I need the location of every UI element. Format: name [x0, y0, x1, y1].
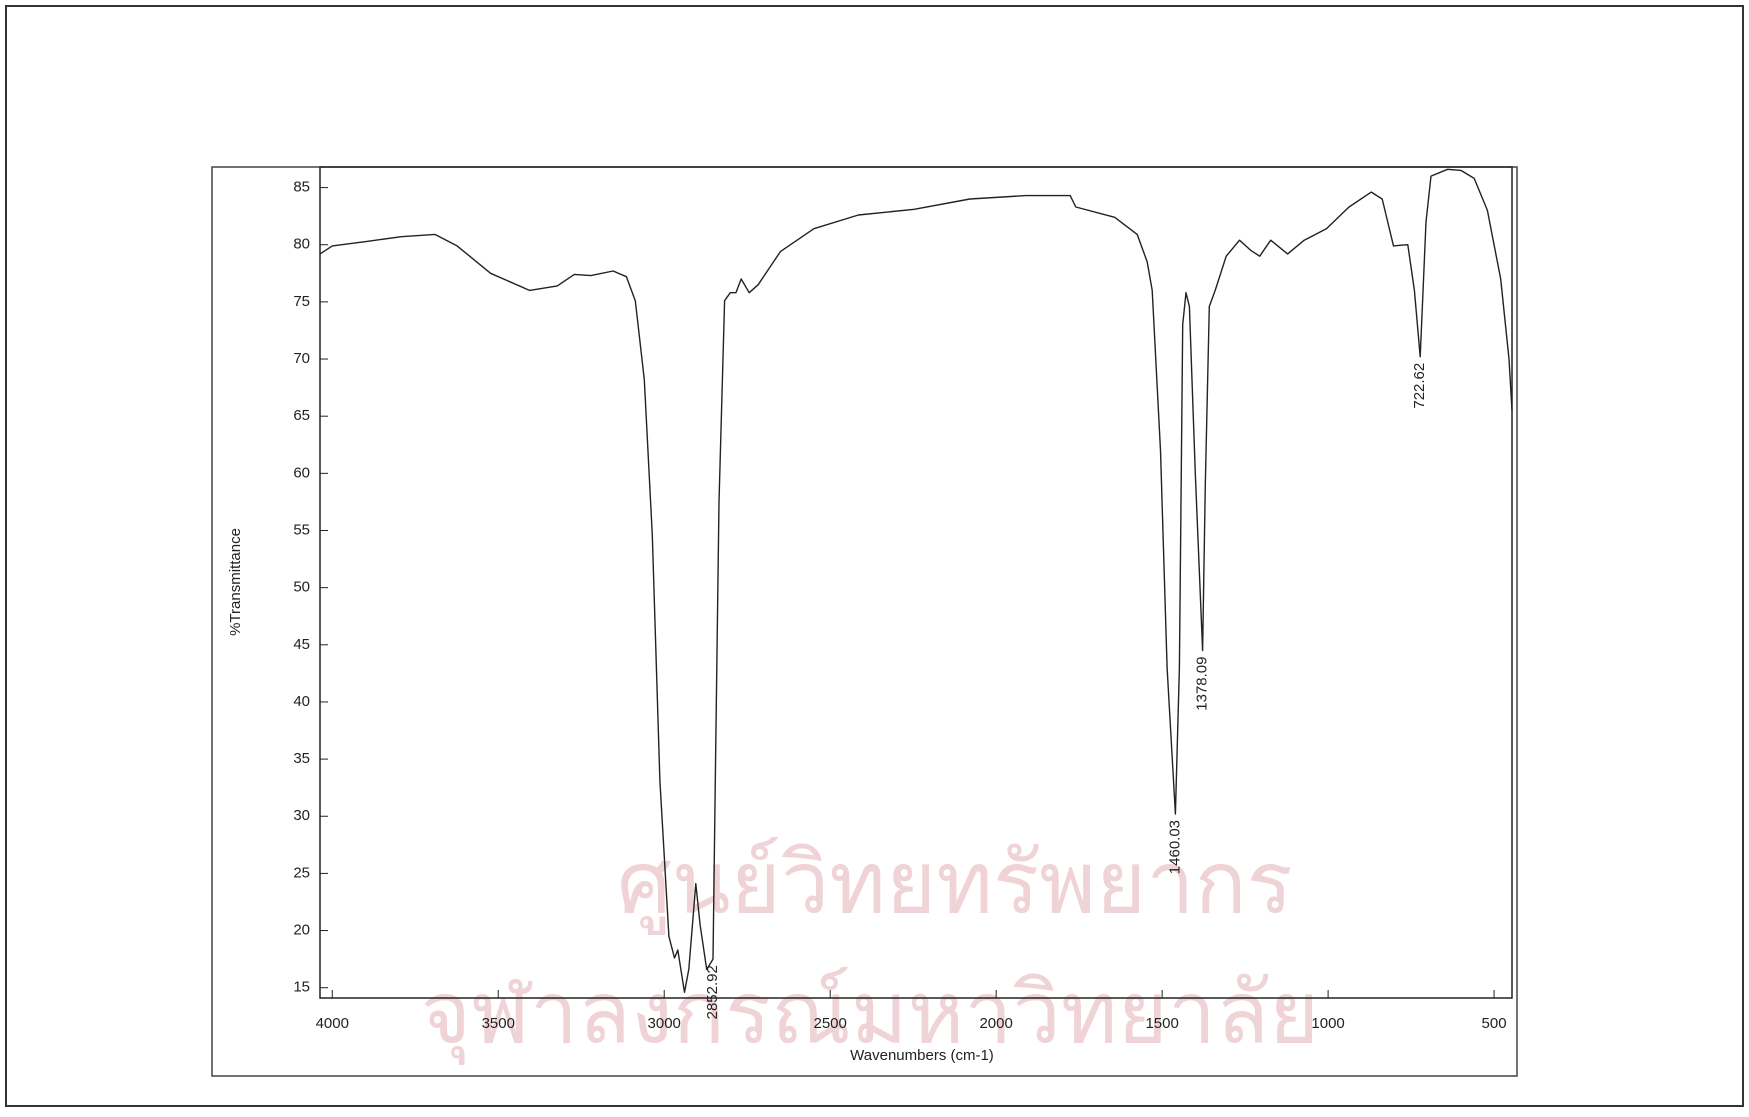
y-tick-label: 70 [293, 350, 310, 367]
y-tick-label: 45 [293, 636, 310, 653]
x-axis-label: Wavenumbers (cm-1) [850, 1047, 994, 1064]
y-tick-label: 60 [293, 464, 310, 481]
y-tick-label: 65 [293, 407, 310, 424]
x-tick-label: 3500 [482, 1015, 515, 1032]
y-tick-label: 50 [293, 579, 310, 596]
y-tick-label: 85 [293, 179, 310, 196]
y-tick-label: 35 [293, 750, 310, 767]
y-tick-label: 25 [293, 864, 310, 881]
y-tick-label: 80 [293, 236, 310, 253]
x-tick-label: 2000 [979, 1015, 1012, 1032]
peak-label: 1378.09 [1194, 657, 1211, 711]
x-tick-label: 1500 [1145, 1015, 1178, 1032]
y-tick-label: 75 [293, 293, 310, 310]
y-axis-label: %Transmittance [227, 528, 244, 636]
x-tick-label: 2500 [814, 1015, 847, 1032]
peak-label: 722.62 [1411, 363, 1428, 409]
spectrum-line [319, 168, 1513, 993]
page-frame [5, 5, 1744, 1107]
watermark-text: จุฬาลงกรณ์มหาวิทยาลัย [421, 966, 1320, 1066]
y-tick-label: 30 [293, 807, 310, 824]
x-tick-label: 4000 [316, 1015, 349, 1032]
x-tick-label: 1000 [1311, 1015, 1344, 1032]
x-tick-label: 3000 [648, 1015, 681, 1032]
watermark-text: ศูนย์วิทยทรัพยากร [617, 836, 1293, 936]
y-tick-label: 20 [293, 922, 310, 939]
plot-area [319, 166, 1513, 999]
x-tick-label: 500 [1482, 1015, 1507, 1032]
y-tick-label: 40 [293, 693, 310, 710]
y-tick-label: 15 [293, 979, 310, 996]
peak-label: 2852.92 [704, 965, 721, 1019]
peak-label: 1460.03 [1166, 820, 1183, 874]
y-tick-label: 55 [293, 521, 310, 538]
